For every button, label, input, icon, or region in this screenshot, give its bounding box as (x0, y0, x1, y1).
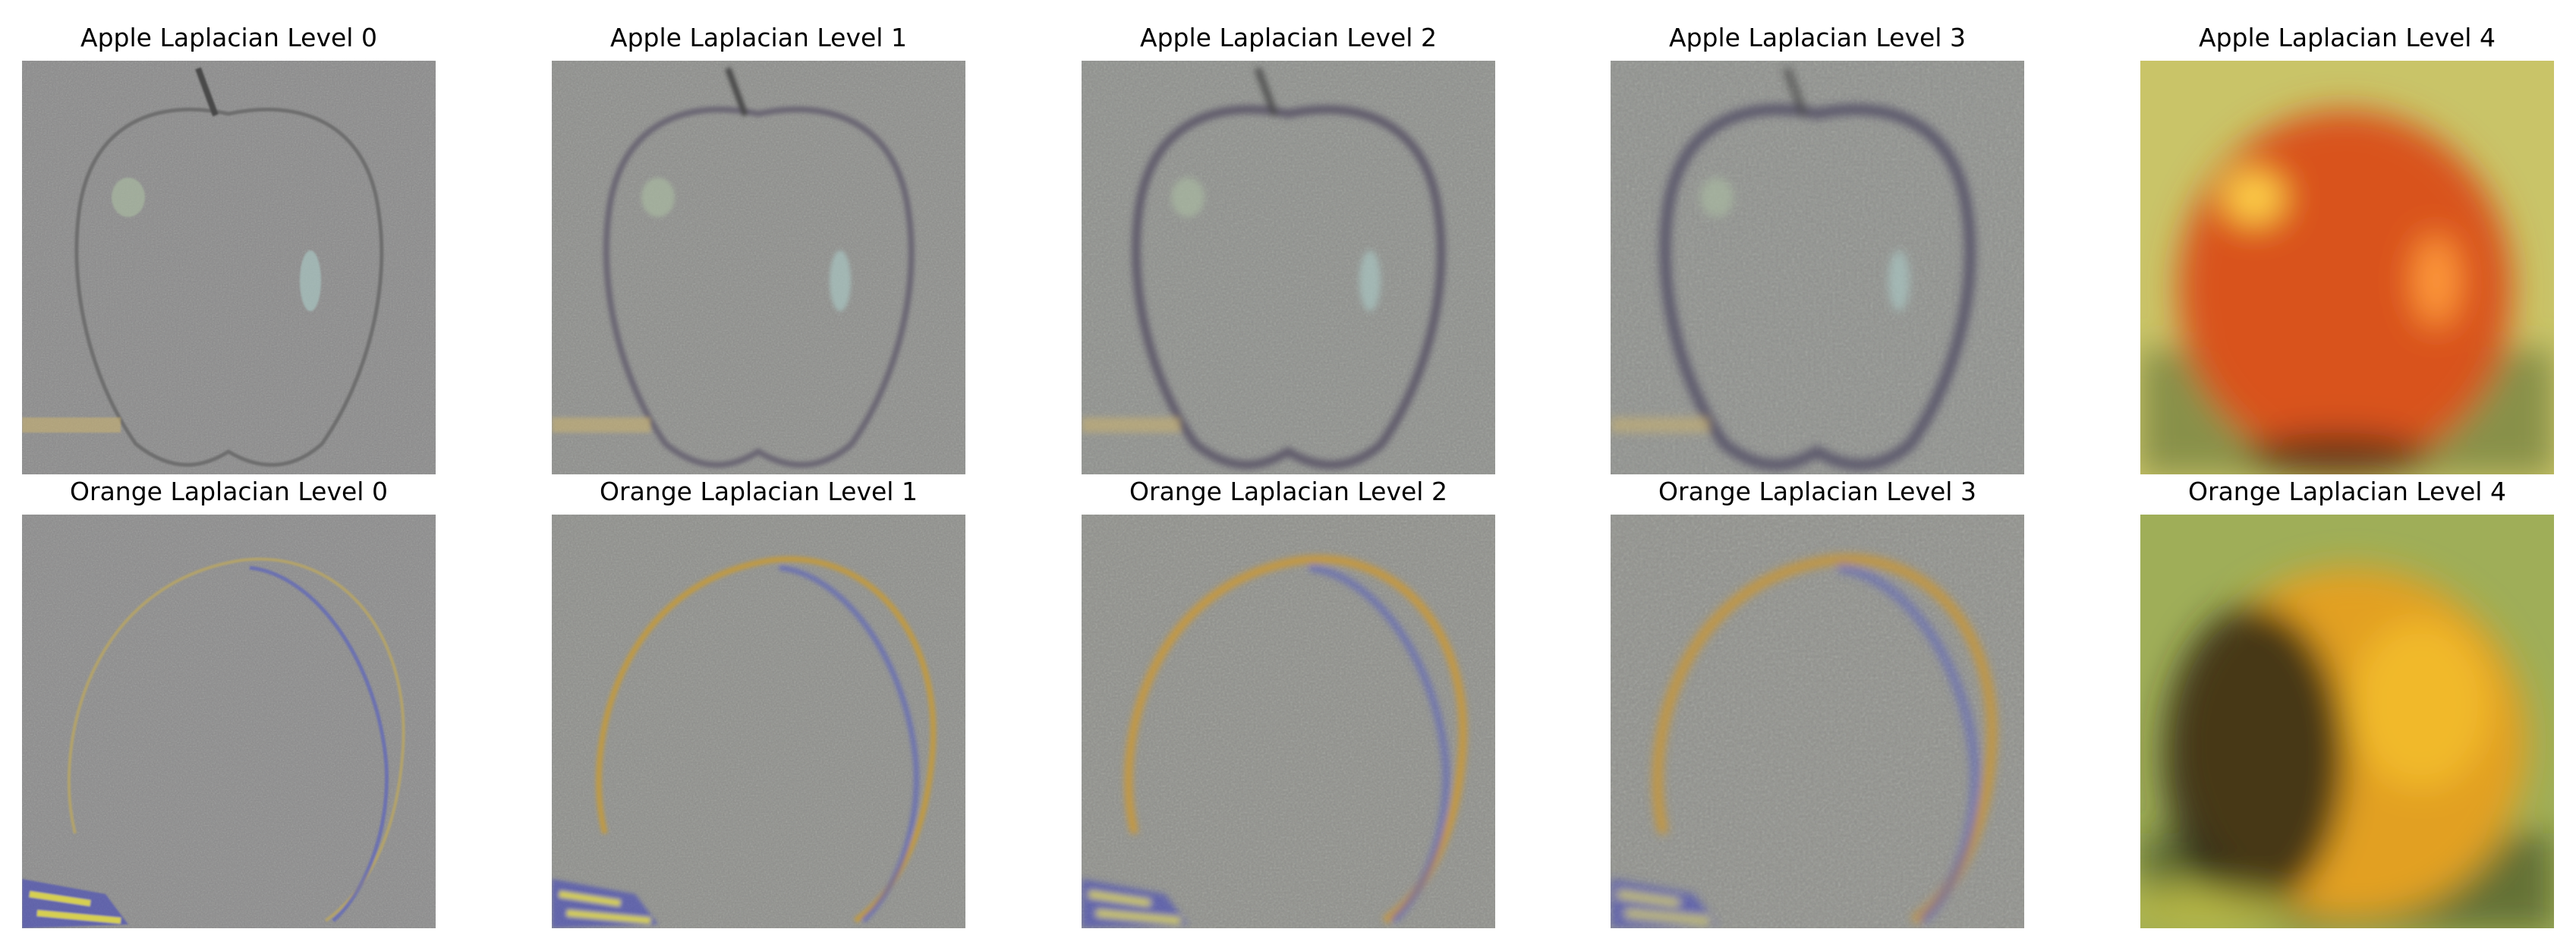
apple-outline (1132, 105, 1446, 469)
apple-highlight (830, 250, 851, 311)
orange-rim (779, 565, 919, 923)
apple-highlight (300, 250, 321, 311)
panel-title: Orange Laplacian Level 1 (600, 477, 918, 506)
apple-stem (725, 67, 748, 117)
apple-outline (74, 107, 384, 467)
apple-level-1-image (552, 61, 965, 474)
apple-level-3-image (1611, 61, 2024, 474)
table-edge (22, 417, 121, 433)
table-highlight (1088, 891, 1181, 924)
apple-body (2178, 110, 2512, 467)
apple-highlight (1700, 178, 1734, 217)
orange-level-0-image (22, 515, 436, 928)
apple-level-0-image (22, 61, 436, 474)
apple-stem (195, 67, 219, 117)
panel-title: Apple Laplacian Level 3 (1669, 23, 1966, 52)
apple-highlight (1171, 178, 1205, 217)
orange-outline (1652, 554, 1998, 925)
panel-title: Apple Laplacian Level 4 (2199, 23, 2496, 52)
apple-highlight (2224, 171, 2285, 224)
panel-title: Orange Laplacian Level 3 (1658, 477, 1976, 506)
image-texture (22, 515, 436, 928)
table-highlight (2140, 886, 2292, 928)
table-edge (1611, 417, 1709, 433)
image-texture (1082, 61, 1495, 474)
apple-outline (1659, 104, 1976, 471)
panel-title: Apple Laplacian Level 0 (80, 23, 377, 52)
apple-shadow (2247, 433, 2429, 474)
image-texture (1611, 61, 2024, 474)
image-texture (22, 61, 436, 474)
orange-outline (67, 557, 405, 922)
table-highlight (1617, 891, 1710, 924)
orange-outline (596, 556, 937, 923)
apple-stem (1255, 67, 1278, 117)
table-highlight (559, 891, 651, 924)
apple-highlight (112, 178, 145, 217)
apple-highlight (1359, 250, 1381, 311)
image-texture (1611, 515, 2024, 928)
orange-level-2-image (1082, 515, 1495, 928)
orange-shadow-side (2163, 606, 2345, 909)
panel-title: Orange Laplacian Level 2 (1129, 477, 1447, 506)
image-texture (552, 61, 965, 474)
orange-level-1-image (552, 515, 965, 928)
apple-stem (1784, 67, 1807, 117)
apple-highlight (641, 178, 675, 217)
apple-level-2-image (1082, 61, 1495, 474)
apple-level-4-image (2140, 61, 2554, 474)
orange-rim (249, 565, 389, 922)
orange-rim (1838, 563, 1979, 924)
panel-title: Apple Laplacian Level 1 (610, 23, 907, 52)
orange-level-3-image (1611, 515, 2024, 928)
panel-title: Apple Laplacian Level 2 (1140, 23, 1437, 52)
table-highlight (29, 891, 121, 924)
image-texture (552, 515, 965, 928)
image-texture (1082, 515, 1495, 928)
apple-outline (603, 106, 915, 468)
orange-rim (1308, 564, 1450, 924)
apple-highlight (1888, 250, 1910, 311)
panel-title: Orange Laplacian Level 0 (70, 477, 388, 506)
orange-outline (1124, 555, 1467, 924)
orange-level-4-image (2140, 515, 2554, 928)
apple-highlight (2414, 235, 2459, 326)
table-edge (552, 417, 650, 433)
orange-highlight (2353, 621, 2489, 788)
table-edge (1082, 417, 1180, 433)
panel-title: Orange Laplacian Level 4 (2188, 477, 2506, 506)
